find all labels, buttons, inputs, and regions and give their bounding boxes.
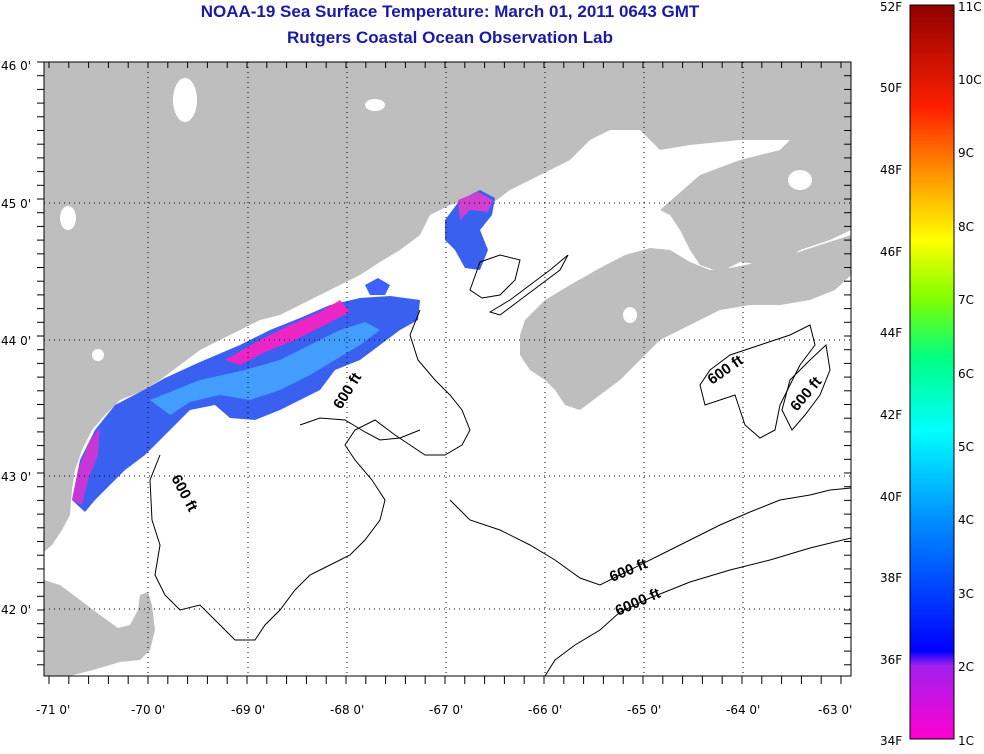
colorbar-f-label: 38F	[880, 571, 902, 585]
sst-cold-nearshore	[72, 428, 100, 505]
lon-label: -64 0'	[726, 703, 760, 717]
lon-label: -69 0'	[231, 703, 265, 717]
sst-bay-cold	[458, 192, 493, 220]
contour-600ft-scotian	[699, 324, 816, 439]
lon-label: -63 0'	[818, 703, 852, 717]
contour-600ft-west	[149, 309, 471, 641]
colorbar-c-label: 8C	[958, 220, 974, 234]
map-subtitle: Rutgers Coastal Ocean Observation Lab	[287, 28, 613, 47]
colorbar-c-label: 7C	[958, 293, 974, 307]
colorbar-f-label: 46F	[880, 245, 902, 259]
contour-bay	[469, 254, 521, 299]
contour-600ft-east	[781, 343, 831, 431]
colorbar-c-label: 1C	[958, 734, 974, 748]
colorbar-f-label: 34F	[880, 734, 902, 748]
colorbar-c-label: 11C	[958, 0, 982, 14]
lat-label: 46 0'	[1, 59, 31, 73]
colorbar-c-label: 5C	[958, 440, 974, 454]
land-new-england	[44, 62, 851, 552]
lon-label: -70 0'	[131, 703, 165, 717]
colorbar-f-label: 48F	[880, 163, 902, 177]
lat-label: 45 0'	[1, 197, 31, 211]
colorbar-c-label: 4C	[958, 513, 974, 527]
colorbar-f-label: 42F	[880, 408, 902, 422]
contour-ridge	[488, 254, 569, 316]
colorbar	[909, 4, 955, 740]
colorbar-f-label: 36F	[880, 653, 902, 667]
colorbar-f-label: 40F	[880, 490, 902, 504]
land-nova-scotia	[520, 235, 851, 410]
land-cape-cod	[44, 580, 155, 676]
colorbar-f-label: 52F	[880, 0, 902, 14]
axis-ticks	[37, 61, 851, 684]
lon-label: -71 0'	[36, 703, 70, 717]
colorbar-c-label: 3C	[958, 587, 974, 601]
colorbar-f-label: 44F	[880, 326, 902, 340]
contour-600ft-shelf	[299, 417, 421, 441]
sst-swath-warm	[150, 322, 380, 415]
colorbar-c-label: 9C	[958, 146, 974, 160]
lon-label: -67 0'	[429, 703, 463, 717]
lat-label: 43 0'	[1, 470, 31, 484]
map-frame	[43, 61, 852, 677]
contour-600ft-south	[449, 487, 851, 586]
colorbar-c-label: 10C	[958, 73, 982, 87]
lon-label: -66 0'	[528, 703, 562, 717]
sst-cold-band	[225, 300, 350, 365]
lat-label: 44 0'	[1, 334, 31, 348]
lat-label: 42 0'	[1, 603, 31, 617]
colorbar-f-label: 50F	[880, 81, 902, 95]
colorbar-c-label: 6C	[958, 367, 974, 381]
map-title: NOAA-19 Sea Surface Temperature: March 0…	[200, 2, 700, 21]
sst-patch	[365, 278, 390, 295]
lon-label: -65 0'	[627, 703, 661, 717]
colorbar-c-label: 2C	[958, 660, 974, 674]
contour-6000ft	[544, 537, 851, 676]
lon-label: -68 0'	[330, 703, 364, 717]
